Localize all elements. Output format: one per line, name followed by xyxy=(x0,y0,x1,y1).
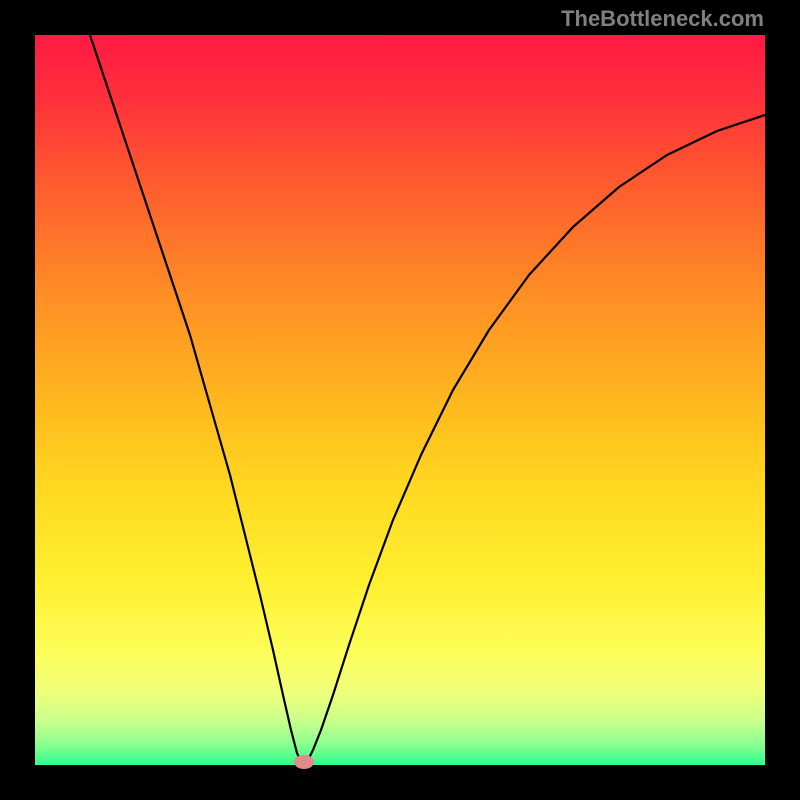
watermark-text: TheBottleneck.com xyxy=(561,6,764,32)
plot-area xyxy=(35,35,765,765)
chart-frame: TheBottleneck.com xyxy=(0,0,800,800)
optimum-marker xyxy=(294,755,314,769)
